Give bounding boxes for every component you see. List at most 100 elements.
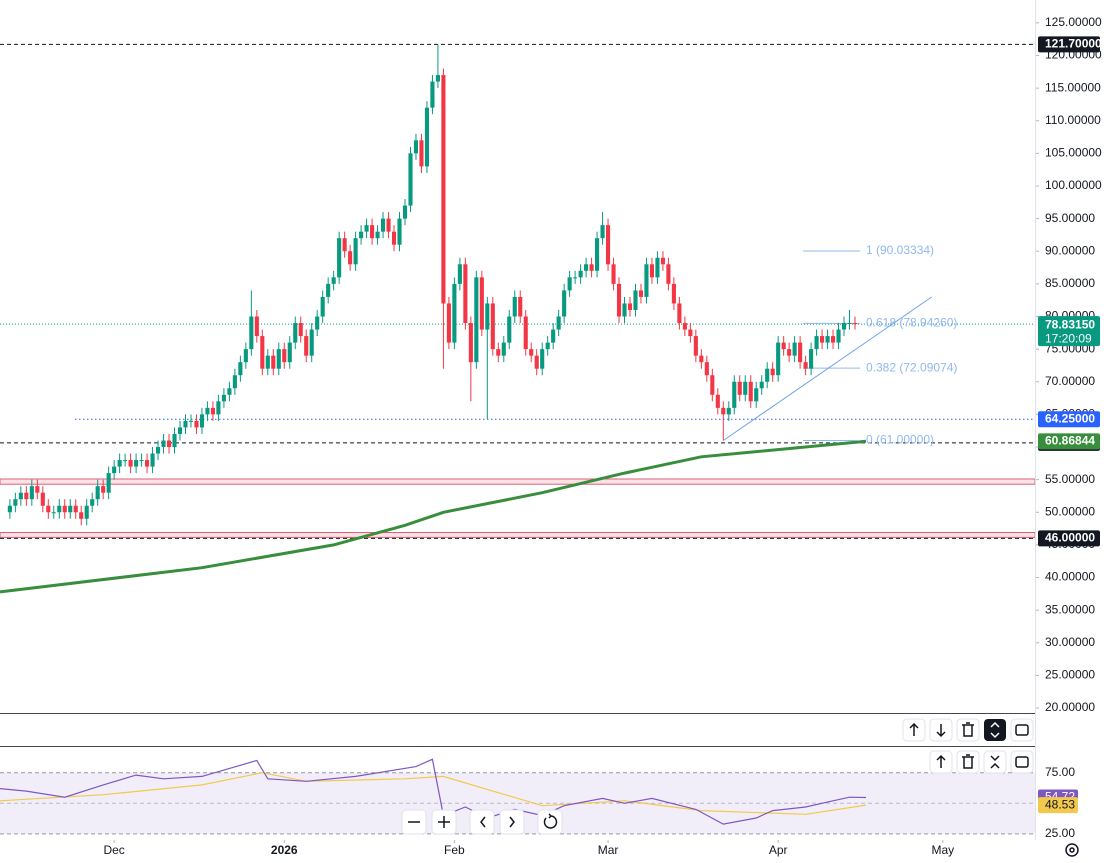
rsi-toolbar xyxy=(929,750,1034,774)
scroll-left-button[interactable] xyxy=(469,809,495,835)
x-tick-label: Mar xyxy=(598,843,619,857)
candle-body xyxy=(820,336,825,343)
candle-body xyxy=(776,342,781,376)
candle-body xyxy=(161,440,166,448)
candle-body xyxy=(584,264,589,271)
candle-body xyxy=(364,225,369,232)
candle-body xyxy=(529,349,534,356)
candle-body xyxy=(809,349,814,369)
candle-body xyxy=(183,420,188,428)
candle-body xyxy=(112,466,117,474)
candle-body xyxy=(216,401,221,415)
y-tick-label: 55.00000 xyxy=(1045,472,1095,486)
pane-toolbar xyxy=(902,718,1034,742)
y-tick-label: 35.00000 xyxy=(1045,602,1095,616)
candle-body xyxy=(408,153,413,206)
candle-body xyxy=(249,316,254,350)
layout xyxy=(0,0,1079,857)
candle-body xyxy=(106,473,111,493)
candle-body xyxy=(304,336,309,356)
scroll-right-button[interactable] xyxy=(499,809,525,835)
candle-body xyxy=(627,303,633,310)
icon xyxy=(1065,843,1079,857)
candle-body xyxy=(128,460,133,467)
candle-body xyxy=(485,303,490,330)
candle-body xyxy=(523,316,528,350)
maximize-button[interactable] xyxy=(1010,750,1034,774)
candle-body xyxy=(18,492,23,500)
icon xyxy=(543,813,558,829)
candle-body xyxy=(798,342,803,363)
candle-body xyxy=(556,316,561,330)
y-tick-label: 50.00000 xyxy=(1045,504,1095,518)
price-badge-label: 121.70000 xyxy=(1045,37,1102,51)
x-tick-label: Dec xyxy=(103,843,124,857)
maximize-button[interactable] xyxy=(1010,718,1034,742)
candle-body xyxy=(282,349,287,363)
candle-body xyxy=(79,512,84,519)
candle-body xyxy=(518,296,523,317)
price-badge xyxy=(1038,36,1100,53)
collapse-button[interactable] xyxy=(983,750,1007,774)
rsi-tick-label: 75.00 xyxy=(1045,765,1075,779)
icon xyxy=(990,755,1000,769)
candle-body xyxy=(73,505,78,513)
price-badge xyxy=(1038,316,1100,347)
icon xyxy=(438,816,450,828)
candle-body xyxy=(611,264,616,284)
candle-body xyxy=(655,257,660,278)
candle-body xyxy=(117,460,122,467)
candle-body xyxy=(463,264,468,324)
candle-body xyxy=(227,388,232,395)
candle-body xyxy=(337,238,342,278)
candle-body xyxy=(348,251,353,265)
collapse-button[interactable] xyxy=(984,719,1006,741)
settings-button[interactable] xyxy=(1065,843,1079,857)
candle-body xyxy=(7,505,12,513)
candle-body xyxy=(693,336,698,356)
candle-body xyxy=(172,433,177,448)
y-tick-label: 90.00000 xyxy=(1045,243,1095,257)
candle-body xyxy=(359,231,364,239)
candle-body xyxy=(145,460,150,467)
price-badge xyxy=(1038,411,1100,428)
candle-body xyxy=(29,486,34,500)
candle-body xyxy=(413,140,419,154)
price-badge xyxy=(1038,530,1100,547)
y-tick-label: 125.00000 xyxy=(1045,15,1102,29)
candle-body xyxy=(123,460,128,462)
candle-body xyxy=(238,362,243,376)
price-badge-label: 60.86844 xyxy=(1045,434,1095,448)
icon xyxy=(962,722,974,737)
candle-body xyxy=(704,362,709,376)
fib-label: 0 (61.00000) xyxy=(866,433,934,447)
reset-button[interactable] xyxy=(537,809,563,835)
candle-body xyxy=(765,368,770,382)
icon xyxy=(909,722,919,736)
candle-body xyxy=(496,349,501,356)
candle-body xyxy=(150,453,155,467)
candle-body xyxy=(62,505,67,513)
candle-body xyxy=(353,238,358,265)
candle-body xyxy=(46,505,51,513)
candle-body xyxy=(84,505,89,519)
candle-body xyxy=(507,316,512,343)
candle-body xyxy=(57,505,62,513)
candle-body xyxy=(754,388,759,402)
candle-body xyxy=(649,264,655,278)
icon xyxy=(509,816,515,828)
candle-body xyxy=(622,303,627,317)
candle-body xyxy=(287,342,292,363)
candle-body xyxy=(792,342,797,356)
candle-body xyxy=(51,512,56,514)
candle-body xyxy=(638,290,644,297)
candle-body xyxy=(40,492,45,506)
candle-body xyxy=(452,283,457,343)
zoom-controls xyxy=(401,809,563,835)
candle-body xyxy=(578,270,583,278)
candle-body xyxy=(315,316,320,330)
candle-body xyxy=(682,323,687,330)
candle-body xyxy=(13,499,18,506)
candle-body xyxy=(430,81,435,108)
